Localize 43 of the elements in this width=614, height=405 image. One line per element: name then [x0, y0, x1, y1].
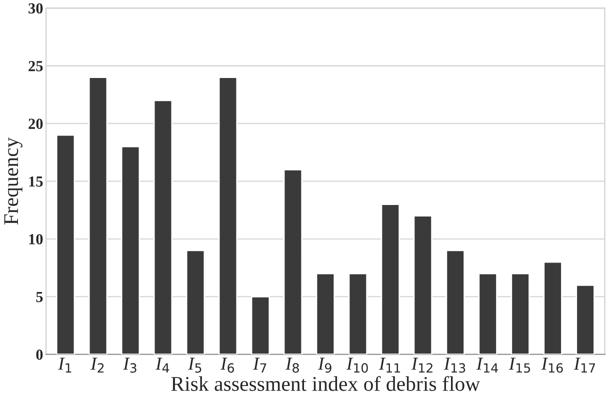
y-tick-label: 10: [29, 234, 43, 244]
x-tick-label: I$_{15}$: [508, 358, 530, 373]
bar: [88, 76, 108, 354]
x-tick-label: I$_{16}$: [541, 358, 563, 373]
bar: [218, 76, 238, 354]
x-tick-label: I$_{4}$: [156, 358, 170, 373]
x-tick-label: I$_{9}$: [318, 358, 332, 373]
x-tick-label: I$_{12}$: [411, 358, 432, 373]
x-tick-label: I$_{17}$: [574, 358, 596, 373]
bar: [446, 250, 465, 354]
bar: [316, 272, 336, 354]
x-tick-label: I$_{3}$: [123, 358, 136, 373]
x-tick-label: I$_{7}$: [252, 358, 266, 373]
y-tick-label: 20: [28, 118, 43, 129]
bar: [186, 250, 206, 354]
y-tick-label: 0: [36, 350, 43, 360]
x-tick-label: I$_{5}$: [188, 358, 202, 373]
bar: [380, 204, 400, 354]
x-tick-label: I$_{14}$: [476, 358, 498, 373]
bar: [510, 272, 530, 354]
x-tick-label: I$_{13}$: [444, 358, 466, 373]
x-tick-label: I$_{10}$: [346, 358, 368, 373]
bar: [348, 272, 368, 354]
x-tick-label: I$_{11}$: [378, 358, 400, 373]
bar: [153, 100, 173, 354]
bar: [283, 169, 303, 354]
y-tick-label: 30: [28, 3, 43, 14]
x-tick-label: I$_{1}$: [58, 358, 72, 373]
bar: [576, 284, 595, 354]
x-axis-title: Risk assessment index of debris flow: [171, 376, 480, 391]
y-tick-label: 5: [36, 292, 43, 302]
y-tick-label: 25: [28, 60, 43, 72]
y-tick-label: 15: [29, 176, 43, 187]
bar: [413, 215, 433, 354]
bar: [478, 272, 498, 354]
x-tick-label: I$_{8}$: [285, 358, 299, 373]
bar: [250, 296, 270, 354]
x-tick-label: I$_{6}$: [220, 358, 234, 373]
x-tick-label: I$_{2}$: [90, 358, 104, 373]
bar: [543, 261, 562, 354]
bar: [120, 146, 140, 354]
bar: [56, 134, 76, 354]
y-axis-title: Frequency: [4, 137, 22, 225]
